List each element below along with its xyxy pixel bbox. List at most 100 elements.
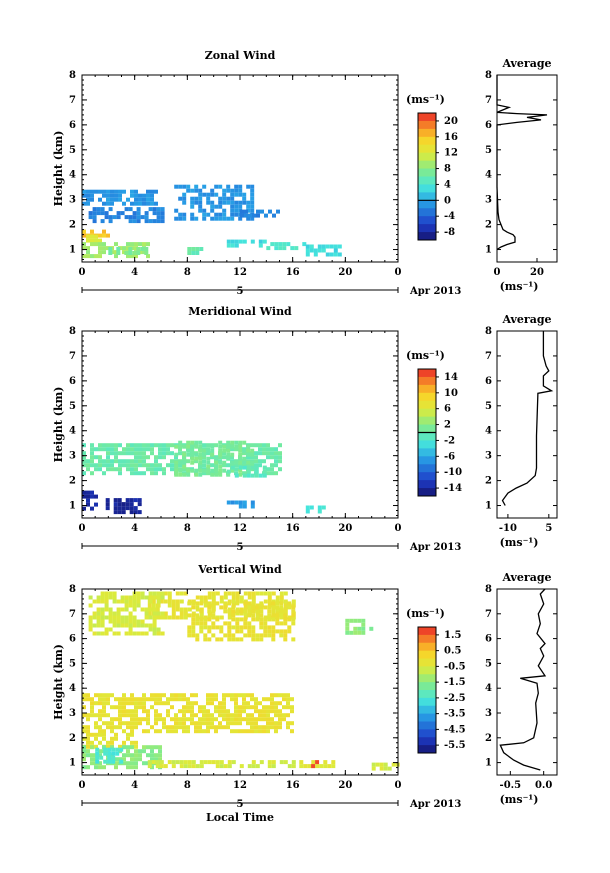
- heatmap-cell: [242, 456, 247, 461]
- heatmap-cell: [111, 751, 116, 756]
- heatmap-cell: [174, 208, 179, 213]
- heatmap-cell: [86, 693, 90, 698]
- heatmap-cell: [242, 440, 247, 445]
- heatmap-cell: [222, 468, 227, 473]
- heatmap-cell: [124, 603, 129, 608]
- y-axis-label: Height (km): [52, 131, 65, 207]
- heatmap-cell: [130, 471, 134, 476]
- heatmap-cell: [243, 633, 248, 638]
- heatmap-cell: [96, 611, 101, 616]
- heatmap-cell: [239, 625, 244, 630]
- heatmap-cell: [182, 192, 187, 197]
- heatmap-cell: [130, 463, 134, 468]
- heatmap-cell: [250, 465, 255, 470]
- colorbar-tick-label: 12: [444, 148, 458, 159]
- heatmap-cell: [108, 619, 113, 624]
- heatmap-cell: [114, 193, 118, 198]
- heatmap-cell: [146, 745, 150, 750]
- heatmap-cell: [82, 233, 86, 238]
- heatmap-cell: [226, 440, 231, 445]
- heatmap-cell: [114, 197, 118, 202]
- heatmap-cell: [219, 760, 224, 765]
- heatmap-cell: [230, 500, 235, 505]
- heatmap-cell: [235, 621, 240, 626]
- heatmap-cell: [331, 764, 336, 769]
- heatmap-cell: [142, 749, 146, 754]
- heatmap-cell: [227, 591, 232, 596]
- heatmap-cell: [114, 189, 118, 194]
- heatmap-cell: [226, 463, 230, 468]
- heatmap-cell: [222, 713, 226, 718]
- heatmap-cell: [90, 197, 94, 202]
- heatmap-cell: [152, 607, 157, 612]
- panel-title: Vertical Wind: [197, 563, 282, 576]
- heatmap-cell: [263, 629, 268, 634]
- colorbar-swatch: [418, 721, 436, 730]
- plot-frame: [81, 74, 399, 263]
- heatmap-cell: [274, 455, 278, 460]
- heatmap-cell: [116, 631, 121, 636]
- heatmap-cell: [250, 717, 254, 722]
- heatmap-cell: [179, 607, 184, 612]
- heatmap-cell: [247, 764, 252, 769]
- heatmap-cell: [255, 764, 260, 769]
- heatmap-cell: [230, 729, 234, 734]
- heatmap-cell: [231, 637, 236, 642]
- heatmap-cell: [231, 760, 236, 765]
- heatmap-cell: [279, 601, 284, 606]
- heatmap-cell: [278, 725, 282, 730]
- heatmap-cell: [226, 693, 230, 698]
- heatmap-cell: [146, 201, 150, 206]
- heatmap-cell: [270, 242, 275, 247]
- heatmap-cell: [234, 460, 239, 465]
- heatmap-cell: [166, 709, 170, 714]
- heatmap-cell: [148, 607, 153, 612]
- heatmap-cell: [155, 607, 160, 612]
- heatmap-cell: [242, 460, 247, 465]
- y-tick-label: 4: [69, 426, 76, 437]
- heatmap-cell: [86, 498, 90, 503]
- colorbar-tick-label: 8: [444, 164, 451, 175]
- heatmap-cell: [130, 745, 134, 750]
- heatmap-cell: [198, 472, 203, 477]
- heatmap-cell: [132, 219, 137, 224]
- heatmap-cell: [102, 732, 106, 737]
- colorbar-swatch: [418, 424, 436, 433]
- heatmap-cell: [174, 460, 179, 465]
- heatmap-cell: [140, 591, 145, 596]
- heatmap-cell: [138, 459, 142, 464]
- heatmap-cell: [126, 701, 130, 706]
- profile-y-tick-label: 4: [485, 426, 492, 437]
- heatmap-cell: [175, 615, 180, 620]
- heatmap-cell: [250, 200, 255, 205]
- heatmap-cell: [108, 591, 113, 596]
- heatmap-cell: [214, 705, 218, 710]
- heatmap-cell: [251, 760, 256, 765]
- heatmap-cell: [140, 595, 145, 600]
- heatmap-cell: [90, 745, 94, 750]
- heatmap-cell: [207, 629, 212, 634]
- heatmap-cell: [191, 760, 196, 765]
- heatmap-cell: [242, 192, 247, 197]
- colorbar-frame: [417, 626, 437, 754]
- heatmap-cell: [118, 467, 122, 472]
- profile-y-tick-label: 1: [485, 501, 492, 512]
- heatmap-cell: [250, 473, 255, 478]
- heatmap-cell: [112, 631, 117, 636]
- heatmap-cell: [203, 603, 208, 608]
- heatmap-cell: [86, 725, 90, 730]
- heatmap-cell: [186, 705, 190, 710]
- heatmap-cell: [278, 717, 282, 722]
- heatmap-cell: [214, 184, 219, 189]
- heatmap-cell: [207, 760, 212, 765]
- heatmap-cell: [132, 607, 137, 612]
- heatmap-cell: [112, 215, 117, 220]
- heatmap-cell: [313, 252, 318, 257]
- heatmap-cell: [154, 709, 158, 714]
- heatmap-cell: [279, 609, 284, 614]
- colorbar-tick-label: -2: [444, 435, 455, 446]
- heatmap-cell: [283, 613, 288, 618]
- heatmap-cell: [263, 599, 268, 604]
- heatmap-cell: [160, 595, 165, 600]
- heatmap-cell: [94, 744, 98, 749]
